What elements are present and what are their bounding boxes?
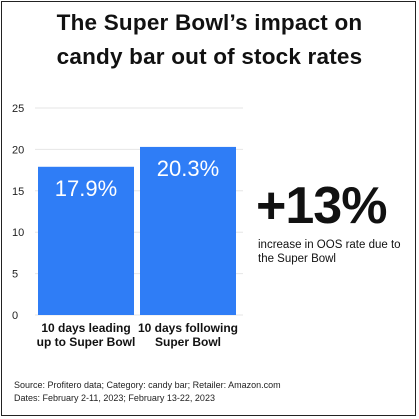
bar-data-label: 20.3% [157, 156, 219, 181]
title-line-2: candy bar out of stock rates [56, 44, 363, 69]
y-tick-label: 25 [12, 103, 24, 115]
y-tick-label: 15 [12, 186, 24, 198]
footnote: Source: Profitero data; Category: candy … [14, 379, 281, 405]
bar-data-label: 17.9% [55, 176, 117, 201]
bar [140, 146, 236, 315]
y-tick-label: 20 [12, 144, 24, 156]
x-category-label: 10 days following [138, 321, 238, 335]
x-category-label: Super Bowl [155, 335, 221, 349]
y-tick-label: 0 [12, 310, 18, 322]
footnote-dates: Dates: February 2-11, 2023; February 13-… [14, 393, 215, 403]
x-category-label: up to Super Bowl [37, 335, 136, 349]
title-line-1: The Super Bowl’s impact on [56, 10, 363, 35]
x-category-label: 10 days leading [41, 321, 130, 335]
y-tick-label: 10 [12, 227, 24, 239]
footnote-source: Source: Profitero data; Category: candy … [14, 380, 281, 390]
y-tick-label: 5 [12, 269, 18, 281]
callout-caption: increase in OOS rate due to the Super Bo… [258, 239, 401, 265]
chart-title: The Super Bowl’s impact on candy bar out… [0, 6, 419, 74]
bar [38, 166, 134, 315]
callout-value: +13% [256, 177, 387, 235]
